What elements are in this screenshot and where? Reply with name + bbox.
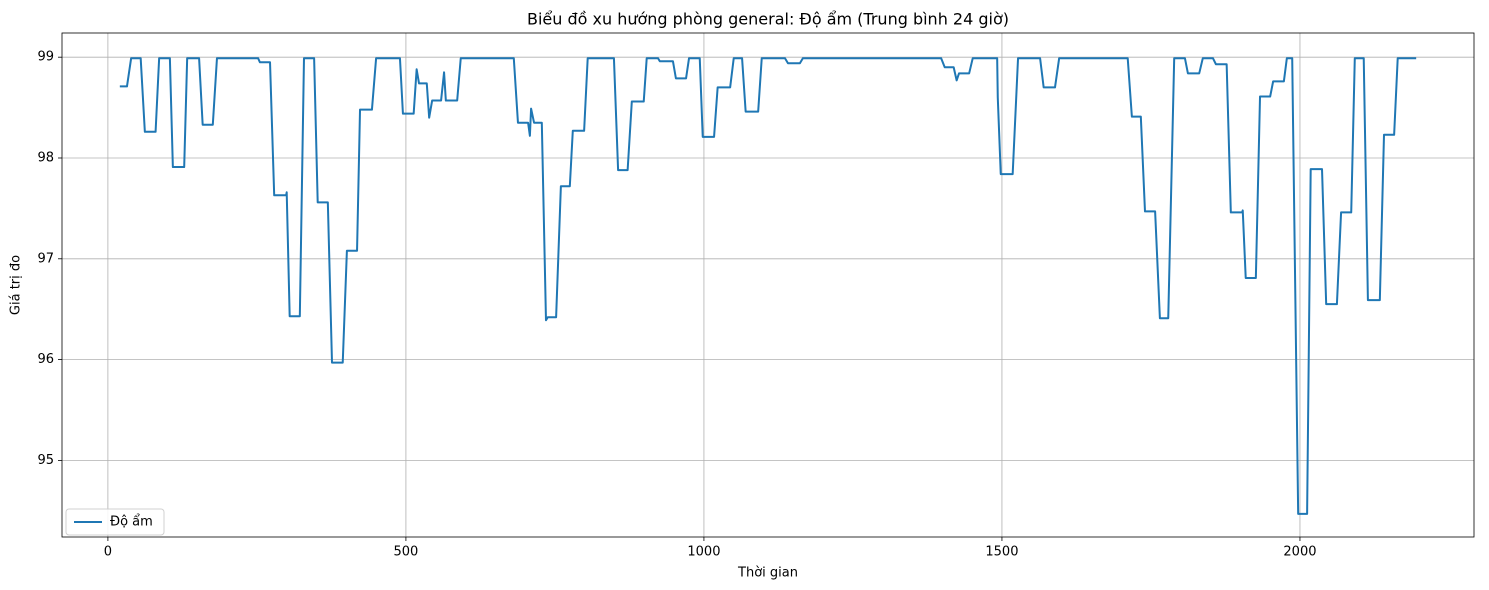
chart-title: Biểu đồ xu hướng phòng general: Độ ẩm (T… [527, 10, 1009, 29]
x-tick-label: 0 [104, 545, 112, 560]
y-tick-label: 98 [37, 150, 54, 165]
plot-frame [61, 32, 1475, 538]
y-tick-label: 99 [37, 50, 54, 65]
legend-box [65, 508, 165, 536]
y-tick-label: 95 [37, 453, 54, 468]
y-tick-label: 96 [37, 352, 54, 367]
data-line [119, 57, 1417, 515]
legend-label: Độ ẩm [110, 515, 153, 530]
y-axis-label: Giá trị đo [9, 255, 24, 315]
x-tick-label: 500 [393, 545, 418, 560]
x-axis-label: Thời gian [737, 566, 798, 581]
x-tick-label: 1500 [985, 545, 1018, 560]
x-tick-label: 2000 [1283, 545, 1316, 560]
x-tick-label: 1000 [687, 545, 720, 560]
y-tick-label: 97 [37, 251, 54, 266]
